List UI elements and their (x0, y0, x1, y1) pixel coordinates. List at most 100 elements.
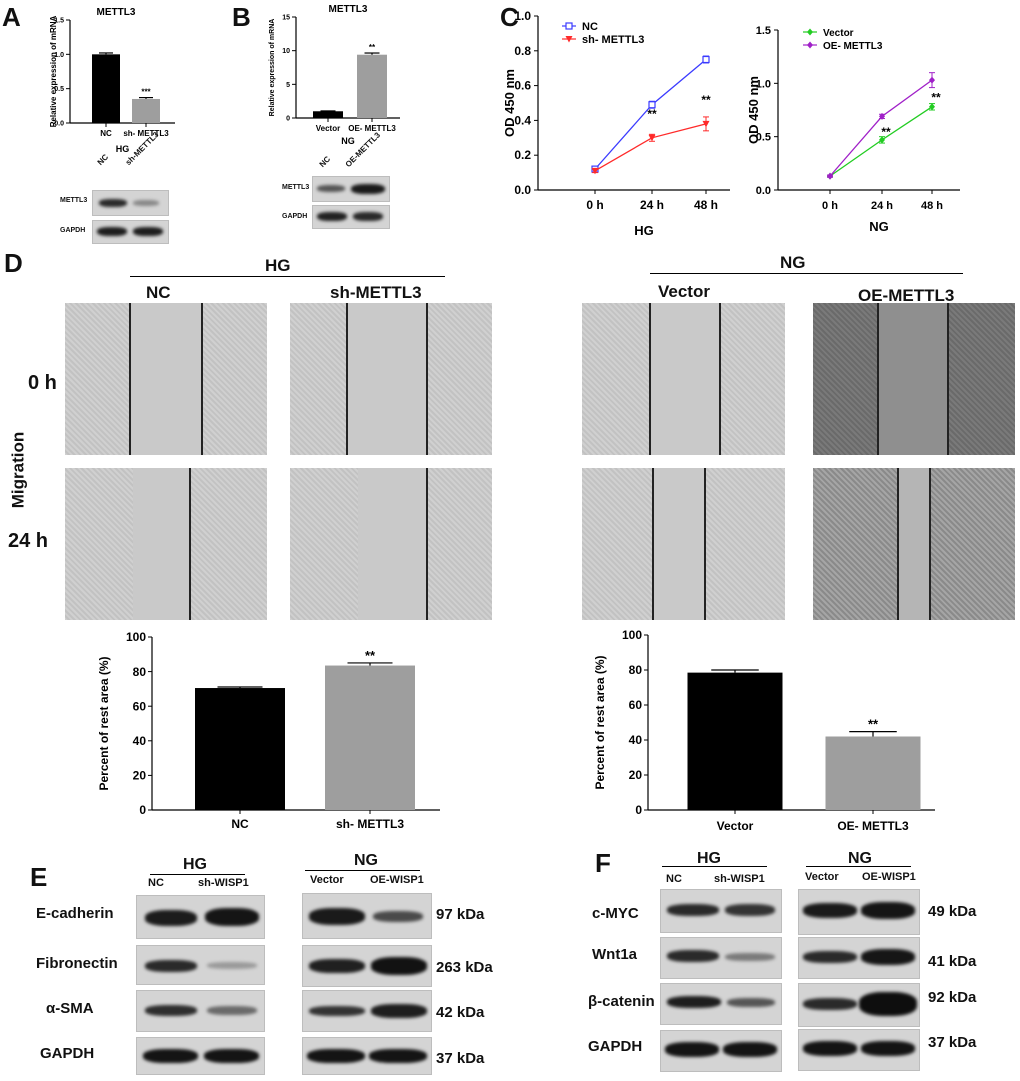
f-kda-4: 37 kDa (928, 1034, 977, 1051)
band (861, 949, 915, 965)
e-hg-lane-1: NC (148, 877, 164, 889)
y-axis-label-C2: OD 450 nm (746, 76, 761, 144)
band (803, 903, 857, 918)
wound-edge (897, 468, 899, 620)
y-tick-label-D2: 40 (629, 733, 643, 747)
image-vector-24h (582, 468, 785, 620)
migration-hg-label: HG (265, 256, 291, 275)
band (307, 1049, 365, 1063)
legend-marker-C1 (565, 22, 573, 30)
band (725, 953, 775, 961)
wound-edge (426, 303, 428, 455)
band (667, 950, 719, 962)
y-tick-label-B: 15 (282, 14, 290, 21)
e-blot-gapdh-hg (136, 1037, 265, 1075)
x-tick-label-B: Vector (316, 124, 340, 133)
y-tick-label-A: 0.5 (54, 86, 64, 93)
band (861, 902, 915, 919)
y-tick-label-D1: 0 (139, 803, 146, 817)
image-sh-0h (290, 303, 492, 455)
band (353, 212, 383, 221)
panel-letter-d: D (4, 248, 23, 278)
legend-marker-C1 (565, 36, 573, 43)
y-tick-label-B: 5 (286, 82, 290, 89)
wound-gap (897, 468, 929, 620)
x-tick-label-C1: 48 h (694, 198, 718, 212)
band (317, 185, 345, 192)
band (145, 910, 197, 926)
e-blot-asma-hg (136, 990, 265, 1032)
band (317, 212, 347, 221)
significance-C1: ** (647, 107, 657, 121)
f-hg-divider (662, 866, 767, 867)
wound-edge (719, 303, 721, 455)
e-kda-4: 37 kDa (436, 1050, 485, 1067)
x-axis-label-C2: NG (869, 219, 889, 234)
y-tick-label-C2: 1.0 (756, 78, 771, 90)
wound-edge (947, 303, 949, 455)
y-tick-label-C1: 0.2 (514, 148, 531, 162)
significance-C1: ** (701, 93, 711, 107)
blot-a-mettl3 (92, 190, 169, 216)
image-nc-24h (65, 468, 267, 620)
migration-nc-label: NC (146, 283, 171, 302)
y-tick-label-C2: 0.5 (756, 132, 771, 144)
y-tick-label-C1: 0.6 (514, 79, 531, 93)
blot-a-gapdh (92, 220, 169, 244)
x-axis-label-B: NG (341, 136, 355, 146)
hg-divider (130, 276, 445, 277)
f-ng-lane-1: Vector (805, 871, 839, 883)
x-tick-label-A: NC (100, 129, 112, 138)
significance-C2: ** (931, 90, 941, 104)
point-C2-0-1 (879, 136, 885, 144)
y-axis-label-B: Relative expression of mRNA (269, 19, 276, 117)
e-ng-lane-1: Vector (310, 874, 344, 886)
bar-D2-1 (825, 736, 921, 810)
y-tick-label-A: 1.0 (54, 52, 64, 59)
blot-b-row-1: METTL3 (282, 184, 310, 191)
band (145, 1005, 197, 1016)
e-hg-divider (150, 874, 245, 875)
significance-D2: ** (868, 717, 879, 732)
wound-gap (133, 468, 189, 620)
time-24h-label: 24 h (8, 530, 49, 552)
e-kda-1: 97 kDa (436, 906, 485, 923)
migration-oe-label: OE-METTL3 (858, 286, 955, 305)
migration-side-label: Migration (8, 431, 28, 509)
f-blot-wnt-ng (798, 937, 920, 979)
f-kda-2: 41 kDa (928, 953, 977, 970)
y-tick-label-C2: 1.5 (756, 25, 771, 37)
x-tick-label-D2: OE- METTL3 (837, 819, 909, 833)
f-row-2: Wnt1a (592, 946, 637, 963)
y-tick-label-D1: 40 (133, 734, 147, 748)
y-tick-label-D1: 100 (126, 630, 146, 644)
x-axis-label-C1: HG (634, 223, 654, 238)
band (143, 1049, 198, 1063)
band (723, 1042, 777, 1057)
e-kda-3: 42 kDa (436, 1004, 485, 1021)
wound-gap (346, 303, 426, 455)
wound-gap (652, 468, 704, 620)
band (725, 904, 775, 916)
f-ng-lane-2: OE-WISP1 (862, 871, 916, 883)
f-hg-label: HG (697, 850, 721, 867)
f-blot-cmyc-ng (798, 889, 920, 935)
blot-b-gapdh (312, 205, 390, 229)
blot-a-row-1: METTL3 (60, 197, 88, 204)
wound-edge (877, 303, 879, 455)
panel-letter-c: C (500, 2, 519, 32)
y-tick-label-D2: 0 (635, 803, 642, 817)
wound-edge (704, 468, 706, 620)
point-C1-0-1 (648, 101, 656, 109)
f-hg-lane-2: sh-WISP1 (714, 873, 765, 885)
wound-edge (649, 303, 651, 455)
series-line-C1-1 (594, 123, 707, 172)
chart-title-A: METTL3 (97, 7, 136, 18)
point-C1-1-0 (591, 167, 599, 175)
band (205, 908, 259, 926)
y-tick-label-D1: 20 (133, 769, 147, 783)
y-tick-label-C1: 1.0 (514, 9, 531, 23)
x-tick-label-C2: 24 h (871, 200, 893, 212)
wound-gap (129, 303, 201, 455)
